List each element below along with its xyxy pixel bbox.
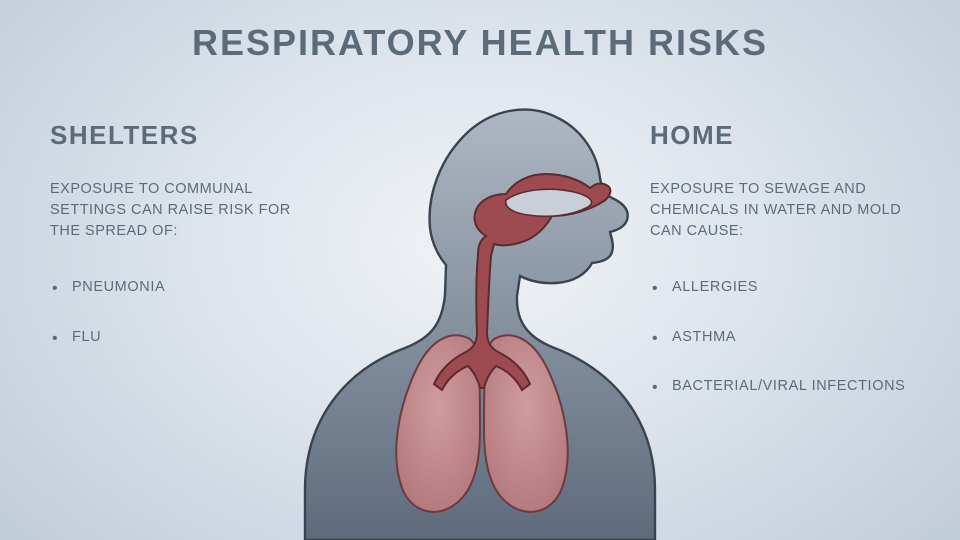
list-item: BACTERIAL/VIRAL INFECTIONS xyxy=(650,377,910,397)
page-title: RESPIRATORY HEALTH RISKS xyxy=(0,22,960,64)
left-description: EXPOSURE TO COMMUNAL SETTINGS CAN RAISE … xyxy=(50,179,310,242)
left-column: SHELTERS EXPOSURE TO COMMUNAL SETTINGS C… xyxy=(50,120,310,377)
right-column: HOME EXPOSURE TO SEWAGE AND CHEMICALS IN… xyxy=(650,120,910,427)
respiratory-icon xyxy=(290,70,670,540)
list-item: PNEUMONIA xyxy=(50,278,310,298)
left-list: PNEUMONIA FLU xyxy=(50,278,310,347)
right-list: ALLERGIES ASTHMA BACTERIAL/VIRAL INFECTI… xyxy=(650,278,910,397)
list-item: ASTHMA xyxy=(650,328,910,348)
right-description: EXPOSURE TO SEWAGE AND CHEMICALS IN WATE… xyxy=(650,179,910,242)
list-item: ALLERGIES xyxy=(650,278,910,298)
right-heading: HOME xyxy=(650,120,910,151)
respiratory-figure xyxy=(290,70,670,540)
list-item: FLU xyxy=(50,328,310,348)
left-heading: SHELTERS xyxy=(50,120,310,151)
